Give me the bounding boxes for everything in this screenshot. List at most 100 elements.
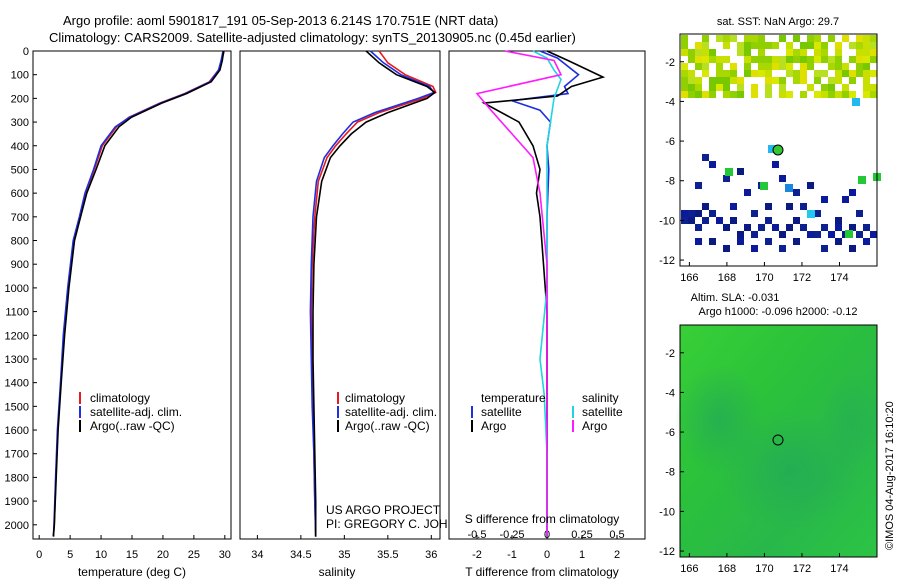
sst-cell (695, 210, 702, 217)
x-tick-label: 34 (251, 549, 263, 561)
sst-cell (828, 91, 835, 98)
sst-cell (702, 42, 709, 49)
sst-cell (863, 77, 870, 84)
sst-cell (779, 84, 786, 91)
sst-cell (863, 49, 870, 56)
sst-cell (807, 63, 814, 70)
sst-cell (779, 231, 786, 238)
sst-cell (807, 35, 814, 42)
legend-sal-argo-label: Argo (582, 419, 608, 433)
sst-cell (800, 77, 807, 84)
depth-tick-label: 700 (11, 212, 29, 224)
sst-cell (786, 42, 793, 49)
sst-cell (835, 49, 842, 56)
salinity-legend: climatology satellite-adj. clim. Argo(..… (337, 391, 437, 433)
depth-tick-label: 900 (11, 259, 29, 271)
sst-cell (681, 217, 688, 224)
lat-tick-label: -10 (659, 215, 675, 227)
legend-climatology-label: climatology (345, 391, 405, 405)
sst-cell (807, 210, 815, 218)
sst-cell (681, 35, 688, 42)
sst-cell (821, 42, 828, 49)
sst-cell (702, 63, 709, 70)
sst-cell (807, 182, 814, 189)
x-tick-label: 0 (36, 549, 42, 561)
sst-cell (695, 63, 702, 70)
sla-map-title-line-1: Altim. SLA: -0.031 (691, 292, 780, 304)
depth-tick-label: 0 (23, 46, 29, 58)
sst-cell (814, 77, 821, 84)
sst-cell (751, 231, 758, 238)
sst-cell (835, 63, 842, 70)
sst-cell (856, 42, 863, 49)
sst-cell (737, 77, 744, 84)
sst-cell (709, 49, 716, 56)
sst-cell (800, 91, 807, 98)
lon-tick-label: 174 (830, 272, 848, 284)
sst-cell (744, 224, 751, 231)
sst-cell (730, 35, 737, 42)
sst-cell (716, 35, 723, 42)
salinity-axis-label: salinity (319, 565, 356, 579)
legend-satellite-label: satellite-adj. clim. (90, 405, 182, 419)
sst-cell (744, 70, 751, 77)
sst-cell (870, 70, 877, 77)
sst-cell (800, 56, 807, 63)
legend-temp-argo-label: Argo (481, 419, 507, 433)
sst-map-panel: sat. SST: NaN Argo: 29.7 166 168 170 172 174… (659, 16, 881, 284)
sst-cell (730, 70, 737, 77)
sst-cell (695, 238, 702, 245)
sst-cell (786, 224, 793, 231)
sst-cell (744, 35, 751, 42)
sla-map-panel: Altim. SLA: -0.031 Argo h1000: -0.096 h2… (659, 292, 880, 575)
sst-cell (845, 230, 853, 238)
depth-tick-label: 1300 (5, 354, 29, 366)
lat-tick-label: -8 (665, 467, 675, 479)
sst-cell (768, 145, 776, 153)
sst-cell (863, 238, 870, 245)
sst-cell (751, 84, 758, 91)
sst-cell (821, 91, 828, 98)
sst-cell (821, 56, 828, 63)
sst-cell (793, 238, 800, 245)
sst-cell (751, 70, 758, 77)
sst-cell (751, 56, 758, 63)
sst-cell (681, 70, 688, 77)
sst-cell (779, 91, 786, 98)
sst-cell (800, 49, 807, 56)
sst-cell (856, 70, 863, 77)
sst-cell (835, 56, 842, 63)
lat-tick-label: -4 (665, 387, 675, 399)
lon-tick-label: 168 (718, 563, 736, 575)
sst-cell (835, 224, 842, 231)
temperature-plot-area (32, 50, 232, 540)
sst-cell (737, 168, 744, 175)
sst-cell (758, 42, 765, 49)
difference-panel: -2 -1 0 1 2 -0.5 -0.25 0 0.25 0.5 S difference f… (448, 50, 646, 579)
lon-tick-label: 170 (755, 563, 773, 575)
sst-cell (870, 91, 877, 98)
depth-tick-label: 100 (11, 70, 29, 82)
sst-cell (835, 238, 842, 245)
sst-cell (821, 245, 828, 252)
sst-cell (702, 154, 709, 161)
series-line-salinity-satellite (532, 50, 562, 537)
sst-cell (835, 217, 842, 224)
sla-map-title-line-2: Argo h1000: -0.096 h2000: -0.12 (698, 306, 857, 318)
sst-cell (852, 98, 860, 106)
sst-cell (744, 56, 751, 63)
sst-cell (807, 56, 814, 63)
sst-cell (695, 84, 702, 91)
x2-tick-label: 0.5 (609, 529, 624, 541)
lat-tick-label: -4 (665, 96, 675, 108)
sst-cell (858, 176, 866, 184)
lat-tick-label: -2 (665, 348, 675, 360)
x2-tick-label: -0.5 (468, 529, 487, 541)
sst-cell (688, 77, 695, 84)
x-tick-label: 30 (219, 549, 231, 561)
x-tick-label: 36 (425, 549, 437, 561)
sst-cell (765, 238, 772, 245)
sst-cell (800, 42, 807, 49)
x-tick-label: -2 (472, 549, 482, 561)
sst-cell (772, 161, 779, 168)
